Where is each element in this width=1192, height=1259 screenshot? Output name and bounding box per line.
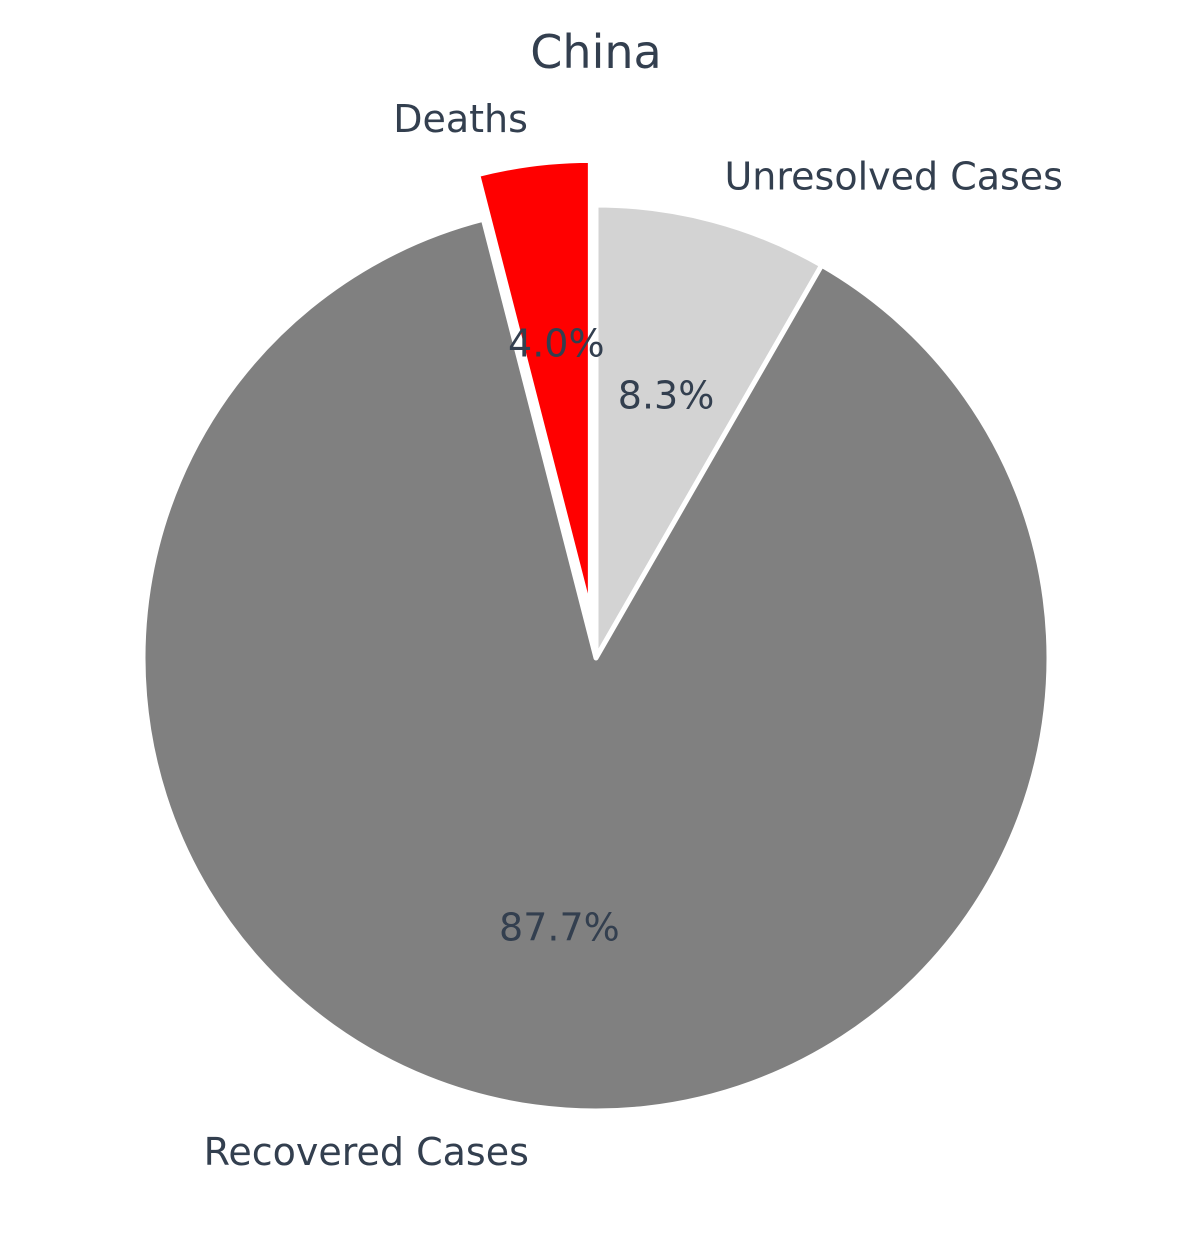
slice-percent-deaths: 4.0% (508, 322, 605, 366)
slice-label-unresolved-cases: Unresolved Cases (724, 155, 1063, 199)
slice-percent-unresolved-cases: 8.3% (618, 373, 715, 417)
pie-labels: Unresolved Cases 8.3% Recovered Cases 87.7%… (204, 97, 1063, 1174)
slice-label-deaths: Deaths (393, 97, 528, 141)
pie-slice-unresolved-cases (593, 202, 825, 661)
chart-title: China (530, 25, 661, 79)
slice-percent-recovered-cases: 87.7% (499, 905, 620, 949)
pie-slice-recovered-cases (140, 216, 1052, 1114)
pie-slice-deaths (475, 157, 593, 616)
slice-label-recovered-cases: Recovered Cases (204, 1130, 529, 1174)
pie-slices (140, 157, 1052, 1114)
